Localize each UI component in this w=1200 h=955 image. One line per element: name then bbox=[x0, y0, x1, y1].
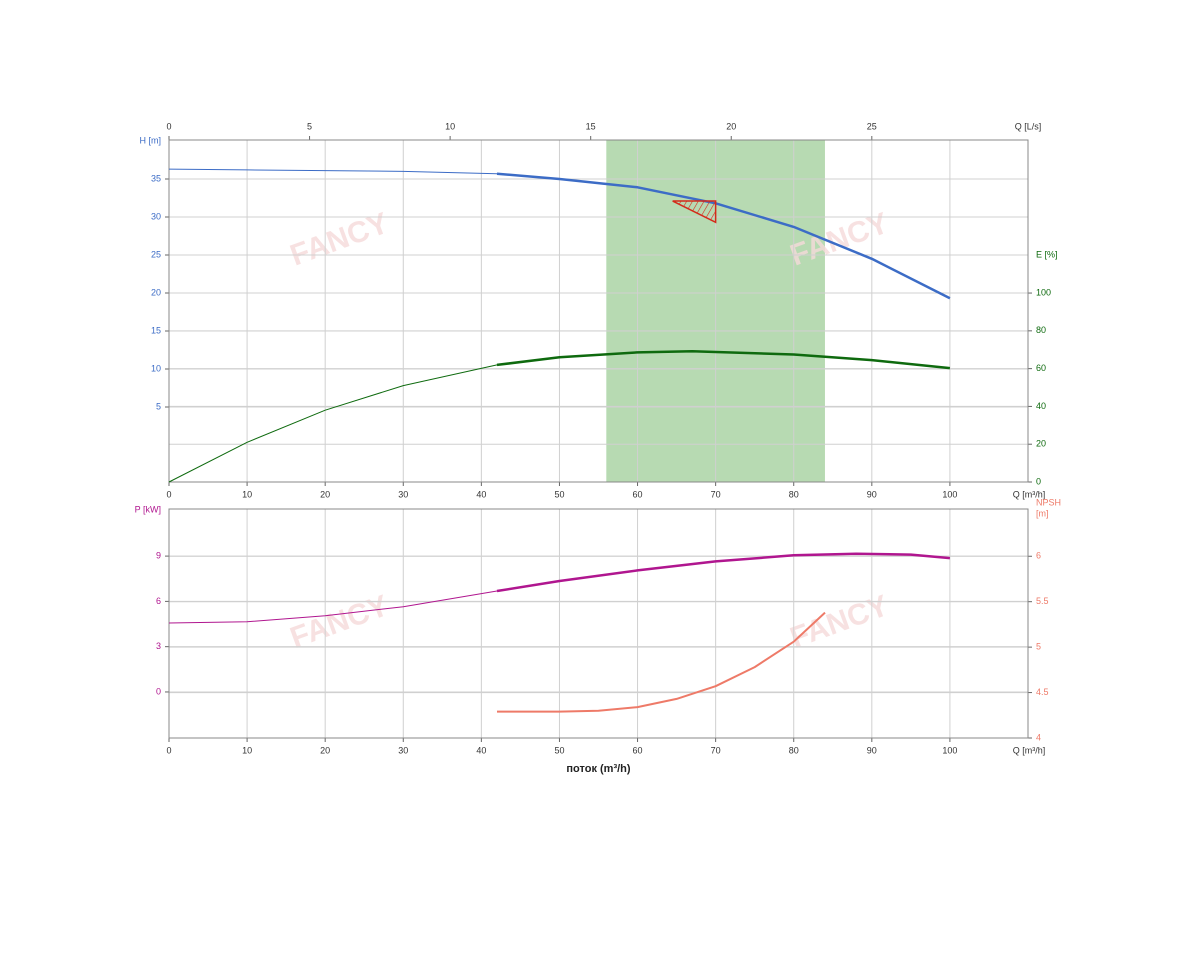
curve bbox=[168, 590, 498, 624]
x-tick-label: 30 bbox=[398, 489, 408, 499]
x-tick-label: 70 bbox=[711, 745, 721, 755]
x2-tick-label: 15 bbox=[586, 121, 596, 131]
y-tick-label: 6 bbox=[156, 596, 161, 606]
watermark: FANCY bbox=[786, 589, 893, 655]
y2-tick-label: 4.5 bbox=[1036, 687, 1049, 697]
x-tick-label: 10 bbox=[242, 745, 252, 755]
x-tick-label: 90 bbox=[867, 745, 877, 755]
x-axis-label: Q [m³/h] bbox=[1013, 745, 1046, 755]
y2-tick-label: 60 bbox=[1036, 363, 1046, 373]
y2-tick-label: 4 bbox=[1036, 732, 1041, 742]
y2-tick-label: 100 bbox=[1036, 287, 1051, 297]
x-tick-label: 90 bbox=[867, 489, 877, 499]
x-tick-label: 80 bbox=[789, 489, 799, 499]
x-tick-label: 20 bbox=[320, 745, 330, 755]
watermark: FANCY bbox=[286, 589, 393, 655]
y2-axis-label: E [%] bbox=[1036, 249, 1058, 259]
plot-frame bbox=[168, 139, 1029, 483]
x2-tick-label: 10 bbox=[445, 121, 455, 131]
x2-tick-label: 5 bbox=[307, 121, 312, 131]
y-axis-label: P [kW] bbox=[135, 504, 161, 514]
y2-tick-label: 20 bbox=[1036, 439, 1046, 449]
x-tick-label: 80 bbox=[789, 745, 799, 755]
y-tick-label: 5 bbox=[156, 401, 161, 411]
y2-axis-label: [m] bbox=[1036, 508, 1049, 518]
plot-frame bbox=[168, 508, 1029, 739]
curve bbox=[496, 349, 951, 370]
x-tick-label: 100 bbox=[942, 745, 957, 755]
y-tick-label: 30 bbox=[151, 211, 161, 221]
x-tick-label: 40 bbox=[476, 745, 486, 755]
y2-tick-label: 6 bbox=[1036, 551, 1041, 561]
x2-tick-label: 25 bbox=[867, 121, 877, 131]
y-tick-label: 0 bbox=[156, 686, 161, 696]
x-tick-label: 0 bbox=[166, 745, 171, 755]
y2-tick-label: 80 bbox=[1036, 325, 1046, 335]
y2-tick-label: 5.5 bbox=[1036, 596, 1049, 606]
x-tick-label: 0 bbox=[166, 489, 171, 499]
curve bbox=[168, 364, 498, 483]
y-tick-label: 25 bbox=[151, 249, 161, 259]
x-tick-label: 50 bbox=[554, 745, 564, 755]
curve bbox=[497, 611, 826, 713]
x-tick-label: 10 bbox=[242, 489, 252, 499]
x2-tick-label: 0 bbox=[166, 121, 171, 131]
x-tick-label: 60 bbox=[633, 489, 643, 499]
y-axis-label: H [m] bbox=[140, 135, 162, 145]
x2-axis-label: Q [L/s] bbox=[1015, 121, 1042, 131]
x-tick-label: 50 bbox=[554, 489, 564, 499]
duty-point bbox=[672, 200, 717, 224]
x-tick-label: 30 bbox=[398, 745, 408, 755]
x-tick-label: 100 bbox=[942, 489, 957, 499]
y2-tick-label: 0 bbox=[1036, 476, 1041, 486]
x-tick-label: 20 bbox=[320, 489, 330, 499]
y2-axis-label: NPSH bbox=[1036, 497, 1061, 507]
x-axis-label: Q [m³/h] bbox=[1013, 489, 1046, 499]
x-tick-label: 70 bbox=[711, 489, 721, 499]
y-tick-label: 35 bbox=[151, 173, 161, 183]
y-tick-label: 3 bbox=[156, 641, 161, 651]
y2-tick-label: 40 bbox=[1036, 401, 1046, 411]
x-axis-title: поток (m³/h) bbox=[566, 763, 630, 775]
y-tick-label: 9 bbox=[156, 550, 161, 560]
y-tick-label: 15 bbox=[151, 325, 161, 335]
x-tick-label: 60 bbox=[633, 745, 643, 755]
y-tick-label: 10 bbox=[151, 363, 161, 373]
curve bbox=[168, 168, 498, 175]
x2-tick-label: 20 bbox=[726, 121, 736, 131]
y-tick-label: 20 bbox=[151, 287, 161, 297]
curve bbox=[496, 552, 951, 593]
x-tick-label: 40 bbox=[476, 489, 486, 499]
y2-tick-label: 5 bbox=[1036, 642, 1041, 652]
